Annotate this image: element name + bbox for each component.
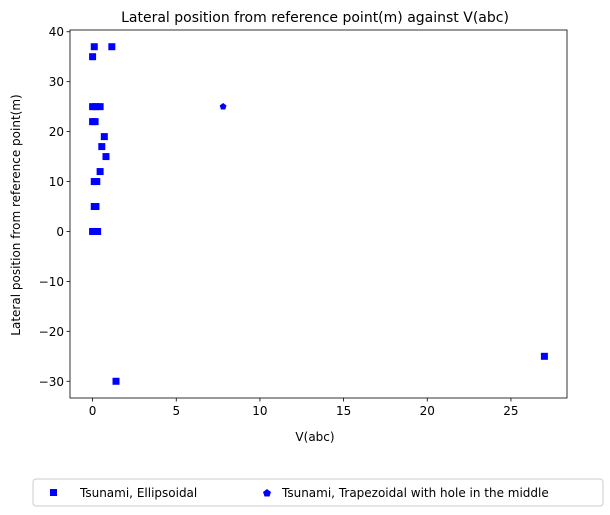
- legend-entry-ellipsoidal: Tsunami, Ellipsoidal: [50, 486, 197, 500]
- y-tick-label: −20: [39, 325, 64, 339]
- data-point-ellipsoidal: [100, 133, 108, 141]
- y-tick-label: 30: [49, 75, 64, 89]
- legend-square-marker-icon: [50, 489, 57, 496]
- chart-title: Lateral position from reference point(m)…: [121, 10, 509, 26]
- x-tick-label: 10: [252, 404, 267, 418]
- x-tick-label: 20: [420, 404, 435, 418]
- legend-entry-trapezoidal: Tsunami, Trapezoidal with hole in the mi…: [263, 486, 549, 500]
- data-points: [89, 43, 548, 385]
- data-point-trapezoidal: [219, 103, 227, 110]
- x-tick-label: 5: [172, 404, 180, 418]
- plot-area: 0 5 10 15 20 25 −30 −20 −10 0 10 20 30 40: [39, 25, 568, 418]
- legend-frame: [32, 478, 604, 507]
- data-point-ellipsoidal: [89, 53, 97, 61]
- x-axis-label: V(abc): [295, 430, 334, 444]
- data-point-ellipsoidal: [96, 168, 104, 176]
- data-point-ellipsoidal: [108, 43, 116, 51]
- data-point-ellipsoidal: [90, 43, 98, 51]
- y-tick-label: −10: [39, 275, 64, 289]
- y-tick-label: 20: [49, 125, 64, 139]
- x-tick-label: 0: [89, 404, 97, 418]
- data-point-ellipsoidal: [96, 103, 104, 111]
- y-tick-label: −30: [39, 375, 64, 389]
- legend-label-ellipsoidal: Tsunami, Ellipsoidal: [79, 486, 197, 500]
- y-tick-label: 40: [49, 25, 64, 39]
- data-point-ellipsoidal: [92, 103, 100, 111]
- legend-label-trapezoidal: Tsunami, Trapezoidal with hole in the mi…: [281, 486, 549, 500]
- data-point-ellipsoidal: [92, 203, 100, 211]
- x-tick-label: 25: [503, 404, 518, 418]
- legend-pentagon-marker-icon: [263, 489, 271, 497]
- y-axis-label: Lateral position from reference point(m): [9, 94, 23, 335]
- plot-frame: [69, 29, 568, 399]
- data-point-ellipsoidal: [540, 352, 548, 360]
- x-axis-ticks: 0 5 10 15 20 25: [89, 398, 519, 418]
- legend: Tsunami, Ellipsoidal Tsunami, Trapezoida…: [32, 478, 604, 507]
- data-point-ellipsoidal: [93, 178, 101, 186]
- data-point-ellipsoidal: [112, 377, 120, 385]
- data-point-ellipsoidal: [102, 153, 110, 161]
- data-point-ellipsoidal: [98, 143, 106, 151]
- data-point-ellipsoidal: [91, 118, 99, 126]
- y-tick-label: 0: [56, 225, 64, 239]
- data-point-ellipsoidal: [94, 227, 102, 235]
- x-tick-label: 15: [336, 404, 351, 418]
- y-tick-label: 10: [49, 175, 64, 189]
- y-axis-ticks: −30 −20 −10 0 10 20 30 40: [39, 25, 70, 389]
